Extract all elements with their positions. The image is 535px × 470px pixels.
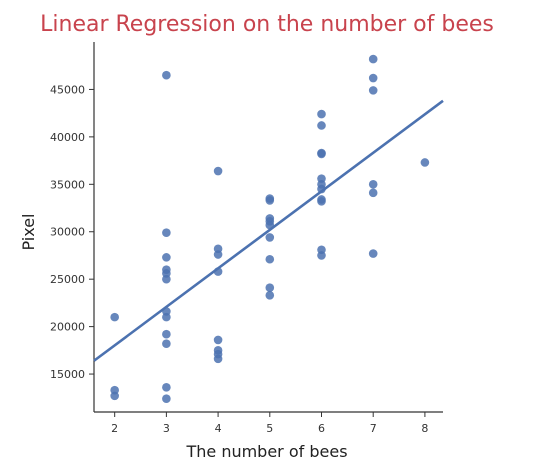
x-tick-label: 4 [215, 422, 222, 435]
data-point [110, 391, 119, 401]
data-point [265, 254, 275, 264]
x-tick-label: 5 [266, 422, 273, 435]
regression-line-group [93, 99, 444, 362]
data-point [265, 196, 275, 205]
x-tick-label: 6 [318, 422, 325, 435]
y-tick-label: 40000 [50, 131, 85, 144]
data-point [317, 149, 326, 159]
data-point [162, 394, 171, 404]
data-point [368, 73, 378, 83]
data-point [317, 109, 326, 119]
data-point [368, 188, 378, 198]
data-point [265, 291, 275, 300]
data-point [162, 339, 171, 348]
x-tick-label: 2 [111, 422, 118, 435]
data-point [368, 54, 378, 64]
data-points [110, 54, 430, 404]
y-axis-label: Pixel [19, 213, 38, 250]
data-point [213, 166, 223, 176]
y-tick-label: 30000 [50, 226, 85, 239]
data-point [265, 283, 275, 293]
data-point [162, 312, 171, 322]
y-tick-label: 45000 [50, 83, 85, 96]
data-point [213, 250, 223, 259]
regression-line [93, 99, 444, 362]
y-tick-label: 35000 [50, 178, 85, 191]
data-point [162, 383, 171, 392]
data-point [265, 233, 275, 242]
data-point [420, 158, 430, 167]
y-tick-label: 25000 [50, 273, 85, 286]
data-point [110, 312, 119, 322]
axes [93, 42, 443, 413]
data-point [213, 354, 223, 364]
y-axis-ticks: 15000 20000 25000 30000 35000 40000 45000 [50, 83, 94, 381]
data-point [368, 249, 378, 258]
x-tick-label: 8 [421, 422, 428, 435]
data-point [162, 70, 171, 80]
data-point [162, 329, 171, 339]
x-axis-label: The number of bees [185, 442, 347, 461]
x-axis-ticks: 2 3 4 5 6 7 8 [111, 412, 428, 435]
data-point [317, 251, 326, 260]
data-point [162, 253, 171, 262]
y-tick-label: 15000 [50, 368, 85, 381]
chart-title: Linear Regression on the number of bees [40, 12, 494, 37]
data-point [317, 121, 326, 130]
x-tick-label: 7 [370, 422, 377, 435]
data-point [213, 335, 223, 345]
data-point [368, 86, 378, 95]
data-point [162, 228, 171, 237]
y-tick-label: 20000 [50, 321, 85, 334]
data-point [162, 274, 171, 284]
data-point [368, 180, 378, 189]
data-point [317, 197, 326, 206]
x-tick-label: 3 [163, 422, 170, 435]
